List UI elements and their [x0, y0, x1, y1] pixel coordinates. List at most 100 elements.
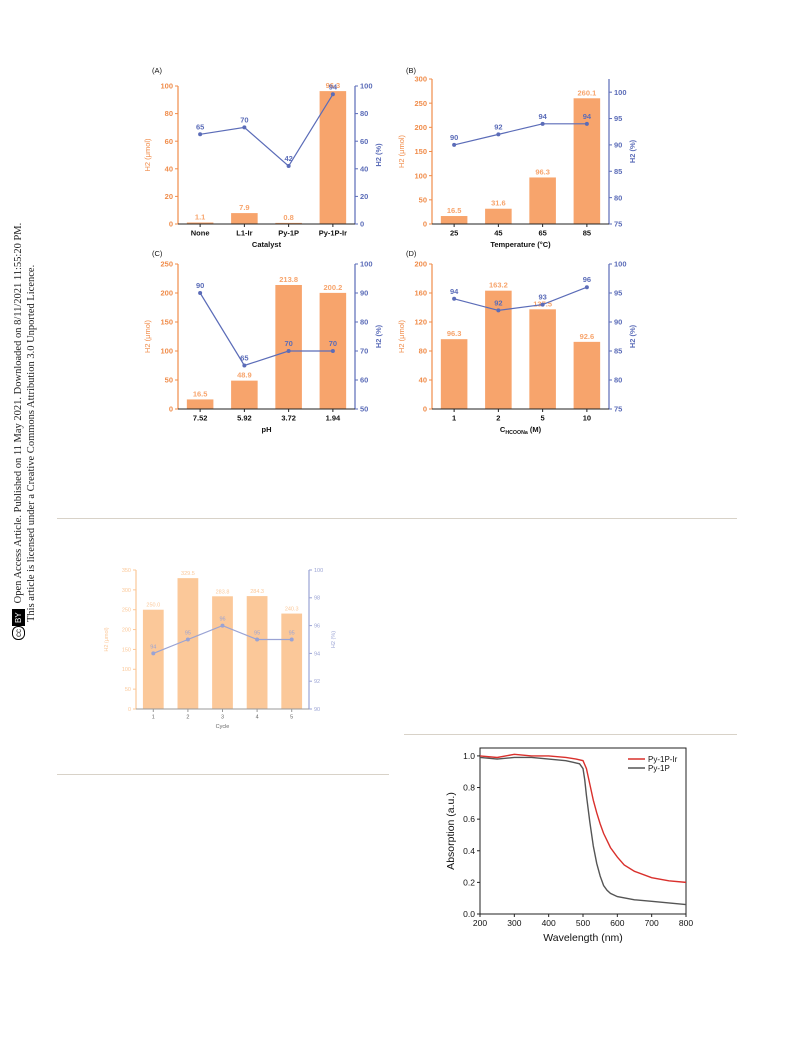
panel-1-ytick-label: 80 [165, 109, 173, 118]
panel-4-bar-label: 163.2 [489, 281, 508, 290]
panel-3-line-point [198, 291, 203, 295]
panel-4-line-point [584, 285, 589, 290]
panel-1-ytick-label: 40 [165, 164, 173, 173]
panel-1-y2tick-label: 40 [360, 164, 368, 173]
panel-1-label: (A) [152, 66, 163, 75]
panel-3-y2label: H2 (%) [374, 324, 383, 348]
panel-5-ytick-label: 100 [122, 667, 131, 673]
spectrum-line-1 [479, 753, 687, 884]
panel-2-bar-label: 16.5 [447, 206, 462, 215]
divider-left [57, 774, 389, 775]
panel-1-y2tick-label: 20 [360, 192, 368, 201]
panel-4-line-point [452, 296, 457, 301]
panel-2-y2tick-label: 75 [614, 220, 622, 229]
panel-4-bar-label: 92.6 [580, 332, 595, 341]
panel-1-bar-label: 96.3 [326, 81, 341, 90]
panel-3-xlabel: pH [262, 425, 272, 434]
panel-5-y2tick-label: 94 [314, 651, 320, 657]
panel-3-bar-label: 16.5 [193, 389, 208, 398]
panel-2-ytick-label: 200 [414, 123, 427, 132]
panel-5-ytick-label: 250 [122, 608, 131, 614]
panel-4-bar [573, 341, 601, 409]
panel-1-ylabel: H2 (μmol) [143, 138, 152, 172]
panel-1-bar-label: 1.1 [195, 212, 205, 221]
panel-4-xlabel: CHCOONa (M) [500, 425, 542, 436]
spectrum-xtick-label: 300 [507, 918, 521, 928]
panel-4-ytick-label: 200 [414, 260, 427, 269]
panel-5-xtick-label: 3 [221, 715, 224, 721]
panel-4-xtick-label: 2 [496, 414, 500, 423]
panel-5-y2tick-label: 92 [314, 679, 320, 685]
spectrum-ytick-label: 0.6 [463, 814, 475, 824]
panel-3-ytick-label: 100 [160, 347, 173, 356]
panel-2-y2tick-label: 85 [614, 167, 622, 176]
panel-5-bar-label: 250.0 [146, 603, 160, 609]
panel-5-line-point [151, 651, 156, 656]
panel-4-line-label: 96 [583, 275, 591, 284]
panel-1-ytick-label: 60 [165, 137, 173, 146]
panel-3-bar [275, 284, 302, 409]
panel-2-line-point [584, 121, 589, 126]
panel-4-ytick-label: 40 [419, 376, 427, 385]
panel-3-y2tick-label: 80 [360, 318, 368, 327]
panel-1-xlabel: Catalyst [252, 240, 282, 249]
spectrum-xlabel: Wavelength (nm) [543, 932, 623, 944]
spectrum-ylabel: Absorption (a.u.) [445, 792, 457, 870]
panel-3-label: (C) [152, 249, 163, 258]
panel-4-y2tick-label: 95 [614, 289, 622, 298]
panel-4-line-point [496, 308, 501, 313]
panel-1-line-label: 65 [196, 122, 204, 131]
panel-1-y2tick-label: 80 [360, 109, 368, 118]
spectrum-line-2 [479, 756, 687, 906]
panel-1-y2label: H2 (%) [374, 143, 383, 167]
panel-3-bar-label: 48.9 [237, 371, 252, 380]
panel-4-ytick-label: 80 [419, 347, 427, 356]
panel-5-line-label: 96 [219, 617, 225, 623]
legend-label-2: Py-1P [648, 764, 670, 773]
panel-1-line-point [198, 132, 203, 137]
panel-5-xtick-label: 5 [290, 715, 293, 721]
panel-5-bar [281, 613, 303, 709]
panel-1-xtick-label: Py-1P-Ir [319, 229, 347, 238]
panel-3-xtick-label: 3.72 [281, 414, 296, 423]
panel-3-line-point [242, 363, 247, 368]
panel-2-ytick-label: 0 [423, 220, 427, 229]
panel-3-line-label: 65 [240, 354, 248, 363]
panel-5-ytick-label: 150 [122, 647, 131, 653]
panel-1-y2tick-label: 100 [360, 82, 373, 91]
panel-4-line [453, 286, 588, 312]
panel-1-bar [319, 91, 347, 224]
panel-5-bar-label: 240.3 [285, 607, 299, 613]
panel-4-line-point [540, 302, 545, 307]
spectrum-xtick-label: 500 [576, 918, 590, 928]
panel-3-xtick-label: 1.94 [326, 414, 341, 423]
panel-5-y2tick-label: 96 [314, 624, 320, 630]
spectrum-xtick-label: 600 [610, 918, 624, 928]
panel-3-xtick-label: 5.92 [237, 414, 252, 423]
panel-5-xlabel: Cycle [216, 724, 230, 730]
panel-4-y2tick-label: 100 [614, 260, 627, 269]
panel-1-xtick-label: L1-Ir [236, 229, 252, 238]
panel-1-line-point [330, 92, 335, 97]
panel-4-xtick-label: 5 [541, 414, 545, 423]
panel-3-ylabel: H2 (μmol) [143, 319, 152, 353]
panel-1-bar [186, 222, 214, 224]
spectrum-ytick-label: 0.4 [463, 846, 475, 856]
panel-3-y2tick-label: 100 [360, 260, 373, 269]
panel-2-bar [529, 177, 556, 224]
panel-1-ytick-label: 20 [165, 192, 173, 201]
panel-5-ytick-label: 300 [122, 588, 131, 594]
panel-1-ytick-label: 100 [160, 82, 173, 91]
panel-5-y2tick-label: 90 [314, 707, 320, 713]
panel-1-line [200, 93, 334, 167]
panel-4-y2label: H2 (%) [628, 324, 637, 348]
legend-label-1: Py-1P-Ir [648, 755, 678, 764]
panel-3-y2tick-label: 60 [360, 376, 368, 385]
spectrum-ytick-label: 0.2 [463, 877, 475, 887]
panel-2-ytick-label: 250 [414, 99, 427, 108]
panel-3-y2tick-label: 90 [360, 289, 368, 298]
panel-2-bar [485, 208, 512, 224]
panel-4-y2tick-label: 90 [614, 318, 622, 327]
panel-4-xtick-label: 1 [452, 414, 456, 423]
panel-3-line-point [286, 349, 291, 353]
